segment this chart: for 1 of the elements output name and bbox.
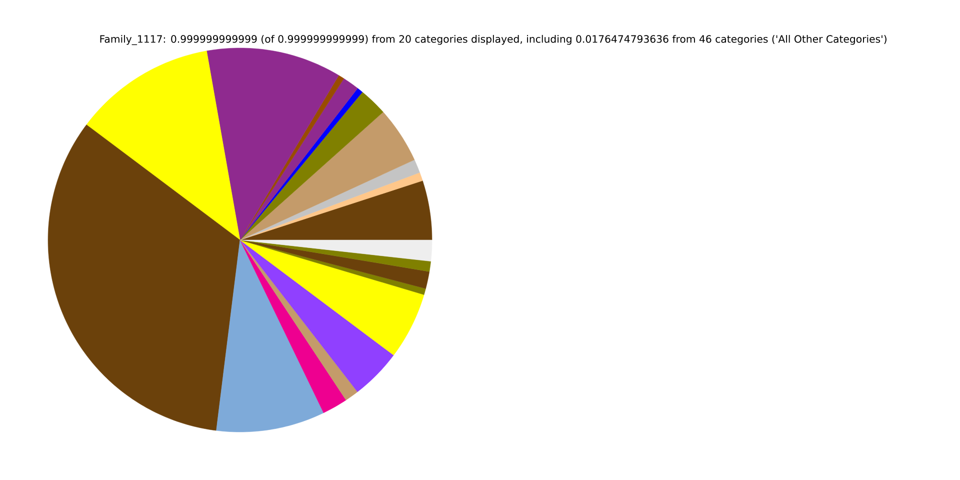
text: Family_1117: 0.999999999999 (of 0.999999999999) from 20 categories displayed, including 0.0176474793636 from 46 categories ('All Other Categories')	[100, 34, 886, 46]
